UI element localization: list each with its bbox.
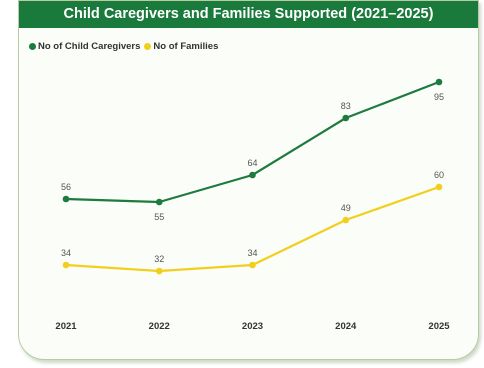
x-tick-label-2022: 2022 <box>149 321 170 332</box>
data-label-families-2021: 34 <box>61 248 71 258</box>
legend-label-caregivers: No of Child Caregivers <box>38 40 141 52</box>
data-label-caregivers-2023: 64 <box>247 158 257 168</box>
data-label-families-2022: 32 <box>154 254 164 264</box>
x-tick-label-2021: 2021 <box>55 321 77 332</box>
data-label-caregivers-2021: 56 <box>61 182 71 192</box>
series-line-families <box>65 185 440 273</box>
data-point-families-2022[interactable] <box>155 267 163 275</box>
x-tick-label-2023: 2023 <box>242 321 263 332</box>
legend-item-families: No of Families <box>144 41 218 52</box>
data-label-families-2024: 49 <box>341 203 351 213</box>
data-point-caregivers-2024[interactable] <box>342 114 350 122</box>
legend-item-caregivers: No of Child Caregivers <box>29 41 140 52</box>
x-tick-label-2025: 2025 <box>428 321 450 332</box>
data-point-families-2025[interactable] <box>435 183 443 191</box>
data-label-caregivers-2025: 95 <box>434 92 444 102</box>
legend-marker-caregivers <box>29 42 36 50</box>
data-label-caregivers-2024: 83 <box>341 101 351 111</box>
chart-legend: No of Child Caregivers No of Families <box>29 39 222 53</box>
data-point-caregivers-2022[interactable] <box>155 198 163 206</box>
chart-title: Child Caregivers and Families Supported … <box>19 1 478 28</box>
data-point-caregivers-2021[interactable] <box>62 195 70 203</box>
data-label-families-2023: 34 <box>247 248 257 258</box>
data-label-families-2025: 60 <box>434 170 444 180</box>
x-tick-label-2024: 2024 <box>335 321 357 332</box>
line-chart: 2021 2022 2023 2024 2025 56 55 64 83 95 34 32 34 49 60 <box>55 78 450 332</box>
legend-label-families: No of Families <box>153 40 219 52</box>
data-point-families-2021[interactable] <box>62 261 70 269</box>
data-point-caregivers-2023[interactable] <box>249 171 256 179</box>
data-point-families-2023[interactable] <box>249 261 256 269</box>
data-point-families-2024[interactable] <box>342 216 350 224</box>
data-label-caregivers-2022: 55 <box>154 212 164 222</box>
series-line-caregivers <box>65 80 440 204</box>
data-point-caregivers-2025[interactable] <box>435 78 443 86</box>
legend-marker-families <box>144 42 152 50</box>
chart-card: Child Caregivers and Families Supported … <box>18 0 479 360</box>
